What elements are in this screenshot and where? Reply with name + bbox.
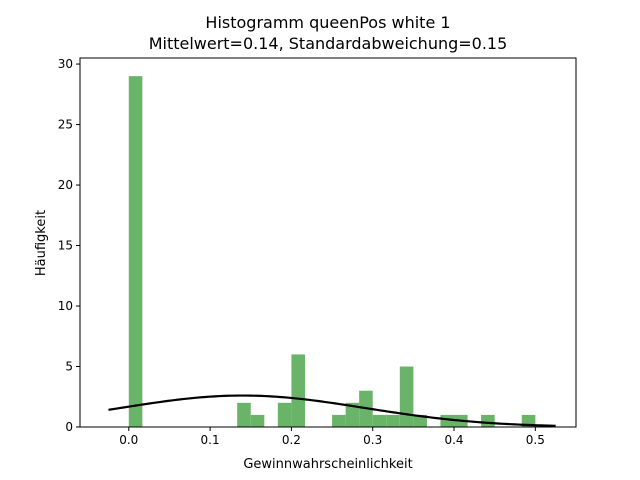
- y-tick-label: 20: [58, 178, 73, 192]
- chart-subtitle: Mittelwert=0.14, Standardabweichung=0.15: [149, 34, 508, 53]
- y-axis-ticks: 0 5 10 15 20 25 30: [58, 57, 80, 434]
- y-tick-label: 15: [58, 239, 73, 253]
- histogram-bar: [277, 402, 292, 427]
- histogram-bar: [250, 414, 265, 427]
- y-axis-label: Häufigkeit: [34, 210, 49, 276]
- histogram-bar: [372, 414, 387, 427]
- histogram-bar: [399, 366, 414, 427]
- histogram-bars: [128, 76, 536, 428]
- x-tick-label: 0.4: [444, 433, 463, 447]
- histogram-bar: [128, 76, 143, 428]
- x-tick-label: 0.5: [526, 433, 545, 447]
- y-tick-label: 30: [58, 57, 73, 71]
- histogram-bar: [413, 414, 427, 427]
- x-axis-ticks: 0.0 0.1 0.2 0.3 0.4 0.5: [119, 427, 545, 447]
- x-tick-label: 0.2: [282, 433, 301, 447]
- histogram-bar: [291, 354, 305, 427]
- histogram-bar: [440, 414, 455, 427]
- histogram-bar: [386, 414, 400, 427]
- normal-distribution-curve: [108, 394, 556, 427]
- y-tick-label: 0: [65, 420, 73, 434]
- chart-title: Histogramm queenPos white 1: [205, 13, 450, 32]
- histogram-bar: [237, 402, 251, 427]
- y-tick-label: 5: [65, 360, 73, 374]
- histogram-bar: [481, 414, 495, 427]
- x-tick-label: 0.0: [119, 433, 138, 447]
- axes-frame: [79, 57, 577, 428]
- x-tick-label: 0.1: [201, 433, 220, 447]
- x-tick-label: 0.3: [363, 433, 382, 447]
- x-axis-label: Gewinnwahrscheinlichkeit: [243, 457, 412, 472]
- histogram-bar: [345, 402, 360, 427]
- y-tick-label: 25: [58, 118, 73, 132]
- histogram-bar: [332, 414, 346, 427]
- y-tick-label: 10: [58, 299, 73, 313]
